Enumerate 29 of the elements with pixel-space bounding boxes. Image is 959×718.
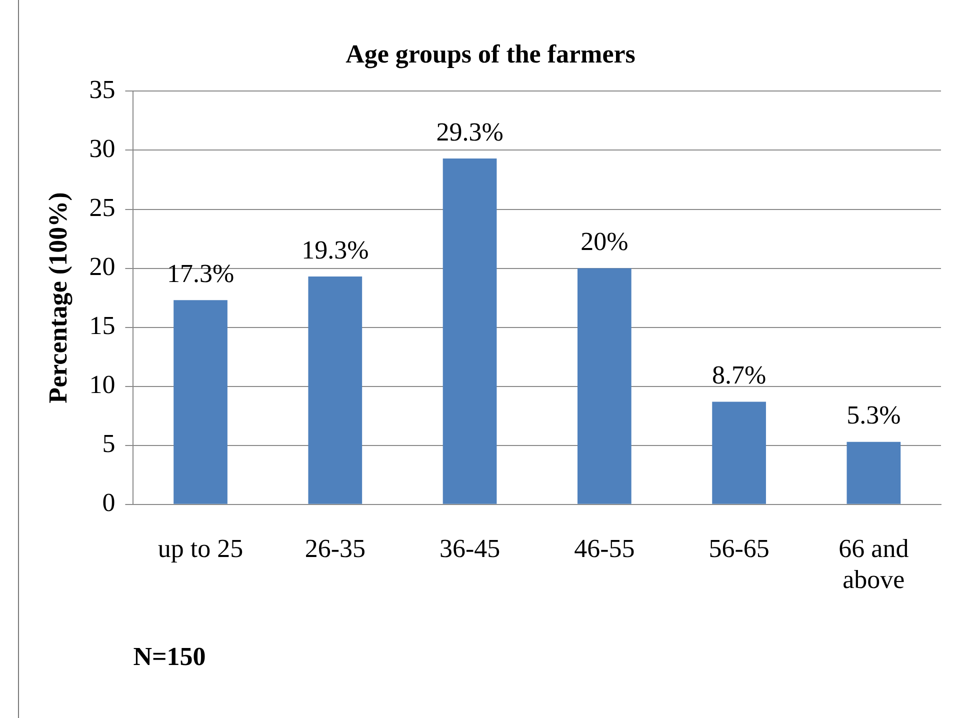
data-label: 29.3% <box>436 117 504 146</box>
y-axis-title: Percentage (100%) <box>43 192 72 404</box>
y-tick-label: 25 <box>89 193 116 222</box>
y-tick-label: 10 <box>89 370 116 400</box>
y-tick-label: 0 <box>102 488 116 518</box>
x-tick-label: 56-65 <box>708 534 770 563</box>
x-tick-label: 66 and above <box>838 534 909 594</box>
data-label: 8.7% <box>712 360 766 390</box>
chart-title: Age groups of the farmers <box>346 39 636 68</box>
bar <box>712 402 766 504</box>
x-tick-label: 26-35 <box>304 534 366 563</box>
y-tick-label: 15 <box>89 311 116 340</box>
y-tick-label: 35 <box>89 75 116 104</box>
x-axis-title: N=150 <box>133 642 206 672</box>
bar <box>308 276 362 504</box>
bar <box>442 158 497 504</box>
x-tick-label: up to 25 <box>158 534 244 563</box>
data-label: 20% <box>580 227 628 256</box>
x-tick-label: 36-45 <box>439 534 500 563</box>
data-label: 17.3% <box>166 258 234 288</box>
bar <box>577 268 632 504</box>
y-tick-label: 5 <box>102 429 116 458</box>
bar <box>846 442 901 504</box>
y-tick-label: 30 <box>89 134 116 164</box>
data-label: 5.3% <box>846 400 901 430</box>
data-label: 19.3% <box>302 235 369 264</box>
y-tick-label: 20 <box>89 252 116 282</box>
x-tick-label: 46-55 <box>574 534 635 563</box>
bar <box>174 300 228 504</box>
